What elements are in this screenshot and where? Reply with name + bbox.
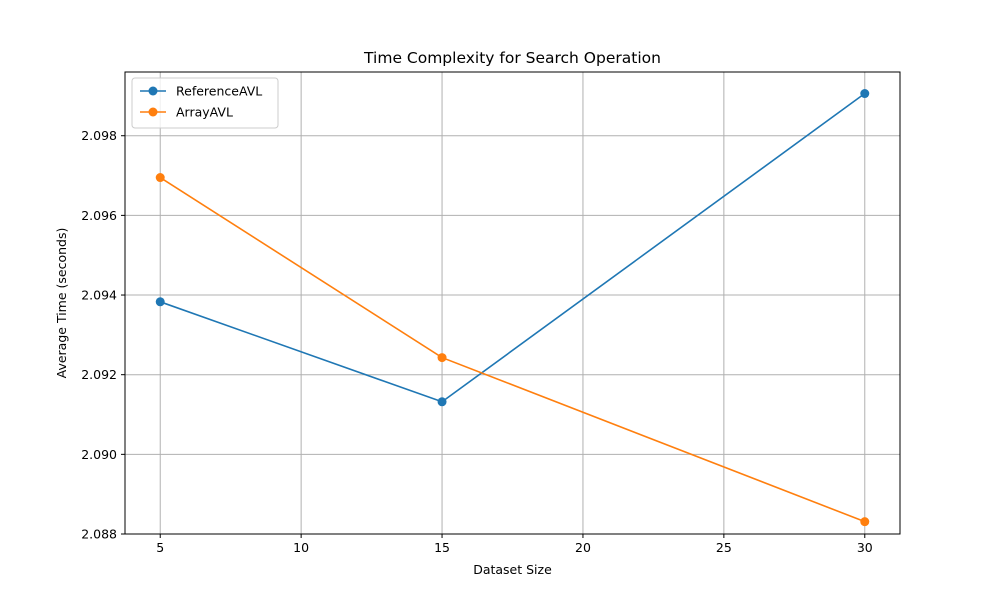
x-tick-label: 20 (575, 540, 591, 555)
data-point (860, 517, 870, 527)
legend-box (131, 77, 279, 129)
x-axis-label: Dataset Size (473, 562, 552, 577)
data-point (860, 89, 870, 99)
legend-marker (148, 107, 158, 117)
legend-item: ArrayAVL (140, 105, 233, 120)
x-tick-label: 10 (293, 540, 309, 555)
y-axis-label: Average Time (seconds) (54, 228, 69, 379)
y-tick-label: 2.090 (81, 447, 117, 462)
data-point (437, 353, 447, 363)
legend-label: ArrayAVL (176, 105, 233, 120)
x-tick-label: 15 (434, 540, 450, 555)
series-line (159, 92, 866, 403)
plot-area-frame (124, 71, 901, 535)
tick-layer: 5 10 15 20 25 30 2.088 2.090 2.092 2.094 2.096 2.09… (81, 128, 873, 555)
x-tick-label: 5 (156, 540, 164, 555)
data-point (155, 173, 165, 183)
y-tick-label: 2.098 (81, 128, 117, 143)
data-point (155, 297, 165, 307)
data-point (437, 397, 447, 407)
legend-marker (148, 86, 158, 96)
x-tick-label: 30 (857, 540, 873, 555)
legend-item: ReferenceAVL (140, 84, 262, 99)
y-tick-label: 2.094 (81, 288, 117, 303)
series-ReferenceAVL (155, 89, 870, 407)
x-tick-label: 25 (716, 540, 732, 555)
series-layer (155, 89, 870, 527)
chart-title: Time Complexity for Search Operation (363, 49, 661, 67)
series-ArrayAVL (155, 173, 870, 527)
y-tick-label: 2.096 (81, 208, 117, 223)
y-tick-label: 2.088 (81, 527, 117, 542)
y-tick-label: 2.092 (81, 367, 117, 382)
grid-layer (125, 72, 900, 535)
legend-label: ReferenceAVL (176, 84, 262, 99)
legend: ReferenceAVL ArrayAVL (131, 77, 279, 129)
